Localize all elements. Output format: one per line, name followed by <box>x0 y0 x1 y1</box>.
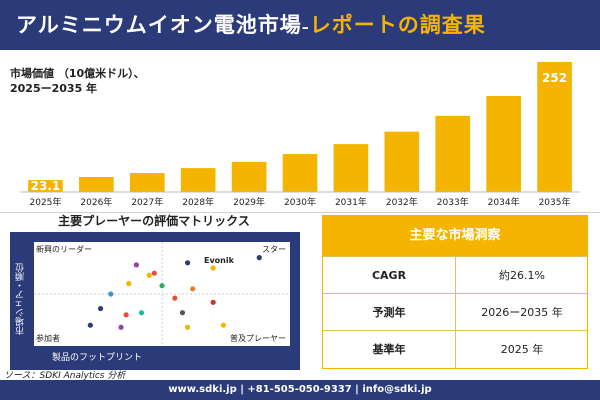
matrix-title: 主要プレーヤーの評価マトリックス <box>58 214 250 228</box>
x-tick-label: 2025年 <box>30 196 62 208</box>
player-point <box>185 324 191 330</box>
insight-value: 2025 年 <box>455 331 588 368</box>
bar-8 <box>435 115 471 192</box>
bar-2 <box>129 173 165 192</box>
data-label: 23.1 <box>31 179 61 193</box>
x-tick-label: 2033年 <box>437 196 469 208</box>
title-dash: – <box>301 20 310 36</box>
title-sub: レポートの調査果 <box>309 13 486 37</box>
player-point <box>210 299 216 305</box>
bar-4 <box>231 161 267 192</box>
bar-3 <box>180 168 216 192</box>
insight-label: CAGR <box>371 269 407 282</box>
player-point <box>220 322 227 328</box>
matrix-svg <box>34 242 290 346</box>
x-tick-label: 2031年 <box>335 196 367 208</box>
chart-value-label: 市場価値 （10億米ドル）、 2025ー2035 年 <box>10 66 145 96</box>
player-point <box>151 270 157 276</box>
player-point <box>123 312 129 318</box>
header-banner: アルミニウムイオン電池市場–レポートの調査果 <box>0 0 600 50</box>
data-label: 252 <box>542 71 567 85</box>
x-tick-label: 2027年 <box>131 196 163 208</box>
insight-value: 2026ー2035 年 <box>455 294 588 331</box>
bar-6 <box>333 144 369 192</box>
player-point <box>126 281 132 287</box>
player-point <box>108 291 114 297</box>
x-tick-label: 2026年 <box>80 196 112 208</box>
bar-5 <box>282 154 318 192</box>
corner-participants: 参加者 <box>36 334 60 343</box>
x-tick-label: 2034年 <box>488 196 520 208</box>
bar-chart: 2025年 23.1 2026年 2027年 2028年 2029年 2030年 2031年 2… <box>20 62 580 208</box>
x-tick-label: 2028年 <box>182 196 214 208</box>
player-point <box>146 272 152 278</box>
bar-0 <box>28 180 63 192</box>
matrix-axis-y: 市場シェア・順位 <box>16 263 26 335</box>
insight-row-base-year: 基準年 2025 年 <box>323 330 587 368</box>
bar-7 <box>384 131 420 192</box>
x-tick-label: 2030年 <box>284 196 316 208</box>
evonik-label: Evonik <box>204 256 234 265</box>
chart-label-line1: 市場価値 （10億米ドル）、 <box>10 67 145 80</box>
insight-row-cagr: CAGR 約26.1% <box>323 256 587 294</box>
bar-9 <box>486 95 521 192</box>
player-point <box>159 283 165 289</box>
x-tick-label: 2035年 <box>539 196 571 208</box>
player-point <box>97 305 104 312</box>
insight-value: 約26.1% <box>455 257 588 294</box>
key-insights-panel: 主要な市場洞察 CAGR 約26.1% 予測年 2026ー2035 年 基準年 … <box>322 215 588 369</box>
chart-label-line2: 2025ー2035 年 <box>10 82 98 95</box>
bar-1 <box>79 176 114 192</box>
corner-stars: スター <box>262 245 286 254</box>
x-tick-label: 2032年 <box>386 196 418 208</box>
player-matrix: 市場シェア・順位 新興のリーダー スター 参加者 普及プレーヤー Evonik … <box>10 232 300 370</box>
player-point <box>179 310 186 316</box>
corner-emerging-leaders: 新興のリーダー <box>36 245 92 254</box>
matrix-plot-area: 新興のリーダー スター 参加者 普及プレーヤー Evonik <box>34 242 290 346</box>
insight-label: 予測年 <box>372 306 406 319</box>
player-point <box>256 255 262 261</box>
page-title: アルミニウムイオン電池市場–レポートの調査果 <box>16 9 486 39</box>
player-point <box>87 322 93 328</box>
player-point <box>210 265 216 271</box>
matrix-axis-x: 製品のフットプリント <box>52 353 143 363</box>
key-insights-title: 主要な市場洞察 <box>323 216 587 256</box>
insight-row-forecast: 予測年 2026ー2035 年 <box>323 293 587 331</box>
player-point <box>118 324 124 330</box>
insight-label: 基準年 <box>372 343 406 356</box>
corner-pervasive-players: 普及プレーヤー <box>230 334 286 343</box>
player-point <box>185 260 191 266</box>
source-note: ソース：SDKI Analytics 分析 <box>4 371 126 381</box>
x-tick-label: 2029年 <box>233 196 265 208</box>
player-point <box>133 262 139 268</box>
section-divider <box>0 212 600 213</box>
player-point <box>138 310 145 316</box>
player-point <box>190 286 196 292</box>
title-main: アルミニウムイオン電池市場 <box>16 13 302 37</box>
bar-10 <box>537 62 572 192</box>
player-point <box>172 295 178 301</box>
footer-contact: www.sdki.jp | +81-505-050-9337 | info@sd… <box>0 380 600 400</box>
